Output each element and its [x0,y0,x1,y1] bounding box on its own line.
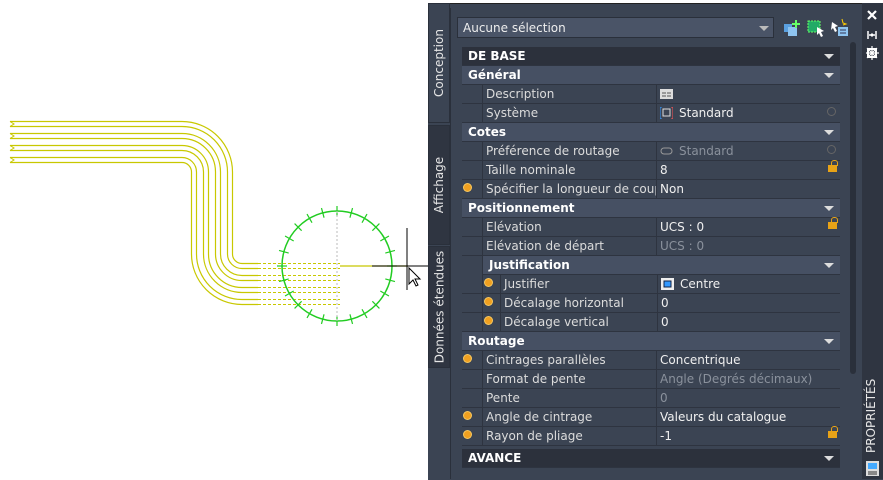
grip-tick [278,249,289,254]
property-angle-cintrage[interactable]: Angle de cintrage Valeurs du catalogue [462,408,840,427]
pipe-segment [10,161,258,306]
modified-star-icon [464,412,471,419]
grip-tick [284,290,294,297]
pipe-end-marker [9,121,15,127]
grip-tick [294,300,303,309]
category-de-base[interactable]: DE BASE [462,47,840,66]
pipe-segment [10,137,258,282]
search-icon[interactable] [827,107,836,116]
category-avance[interactable]: AVANCE [462,449,840,468]
property-taille-nominale[interactable]: Taille nominale 8 [462,160,840,180]
tab-conception[interactable]: Conception [428,3,450,123]
pipe-end-marker [9,157,15,163]
chevron-down-icon [759,26,769,31]
property-longueur-coupe[interactable]: Spécifier la longueur de coupe Non [462,180,840,199]
property-description[interactable]: Description [462,85,840,104]
property-decalage-horizontal[interactable]: Décalage horizontal 0 [462,294,840,313]
grip-tick [349,314,354,325]
grip-tick [361,213,368,223]
grip-tick [385,249,396,254]
grip-tick [278,278,289,283]
grip-tick [371,300,380,309]
lock-icon[interactable] [828,217,838,229]
group-cotes[interactable]: Cotes [462,123,840,142]
grip-tick [361,309,368,319]
pipe-segment [10,125,258,270]
property-preference-routage[interactable]: Préférence de routage Standard [462,142,840,161]
chevron-down-icon [824,456,834,461]
scrollbar[interactable] [850,42,856,374]
chevron-down-icon [824,130,834,135]
pipe-segment [10,149,258,294]
lock-icon[interactable] [828,426,838,438]
property-grid: DE BASE Général Description Système Stand… [462,47,840,468]
modified-star-icon [485,279,492,286]
routing-preference-icon [660,147,673,155]
group-positionnement[interactable]: Positionnement [462,199,840,218]
system-icon [660,107,673,119]
modified-star-icon [464,431,471,438]
modified-star-icon [464,355,471,362]
property-pente[interactable]: Pente 0 [462,389,840,408]
chevron-down-icon [824,206,834,211]
selection-dropdown[interactable]: Aucune sélection [457,17,774,38]
settings-icon[interactable] [866,46,879,60]
group-justification[interactable]: Justification [482,256,840,275]
property-elevation[interactable]: Elévation UCS : 0 [462,217,840,237]
property-justifier[interactable]: Justifier Centre [462,275,840,294]
justify-center-icon [661,278,674,290]
pipe-end-marker [9,145,15,151]
grip-tick [284,235,294,242]
property-format-pente[interactable]: Format de pente Angle (Degrés décimaux) [462,370,840,389]
pipe-segment [10,156,258,301]
auto-hide-icon[interactable] [867,31,877,39]
property-rayon-pliage[interactable]: Rayon de pliage -1 [462,426,840,446]
chevron-down-icon [824,339,834,344]
side-tabs: Conception Affichage Données étendues [428,3,450,479]
grip-tick [380,235,390,242]
grip-tick [385,278,396,283]
select-objects-icon[interactable] [806,18,826,38]
add-to-selection-icon[interactable] [782,18,802,38]
pipe-end-marker [9,133,15,139]
pipe-segment [10,144,258,289]
grip-tick [349,207,354,218]
grip-tick [320,314,325,325]
grip-tick [306,309,313,319]
lock-icon[interactable] [828,160,838,172]
search-icon[interactable] [827,145,836,154]
group-general[interactable]: Général [462,66,840,85]
property-elevation-depart[interactable]: Elévation de départ UCS : 0 [462,237,840,256]
grip-tick [371,223,380,232]
chevron-down-icon [824,54,834,59]
pipe-segment [10,132,258,277]
quick-select-icon[interactable] [830,18,850,38]
cursor-arrow-icon [408,266,422,287]
text-editor-icon[interactable] [660,88,673,100]
chevron-down-icon [824,263,834,268]
grip-tick [294,223,303,232]
properties-icon [866,461,879,476]
drawing-canvas[interactable] [0,0,428,479]
close-icon[interactable] [867,10,877,20]
palette-title-bar: PROPRIÉTÉS [862,3,883,479]
group-routage[interactable]: Routage [462,332,840,351]
palette-title: PROPRIÉTÉS [864,378,878,453]
grip-tick [320,207,325,218]
grip-tick [380,290,390,297]
property-cintrages-paralleles[interactable]: Cintrages parallèles Concentrique [462,351,840,370]
modified-star-icon [485,298,492,305]
property-decalage-vertical[interactable]: Décalage vertical 0 [462,313,840,332]
tab-donnees-etendues[interactable]: Données étendues [428,246,450,368]
grip-tick [306,213,313,223]
modified-star-icon [464,184,471,191]
property-systeme[interactable]: Système Standard [462,104,840,123]
chevron-down-icon [824,73,834,78]
pipe-segment [10,120,258,265]
tab-affichage[interactable]: Affichage [428,125,450,245]
modified-star-icon [485,317,492,324]
